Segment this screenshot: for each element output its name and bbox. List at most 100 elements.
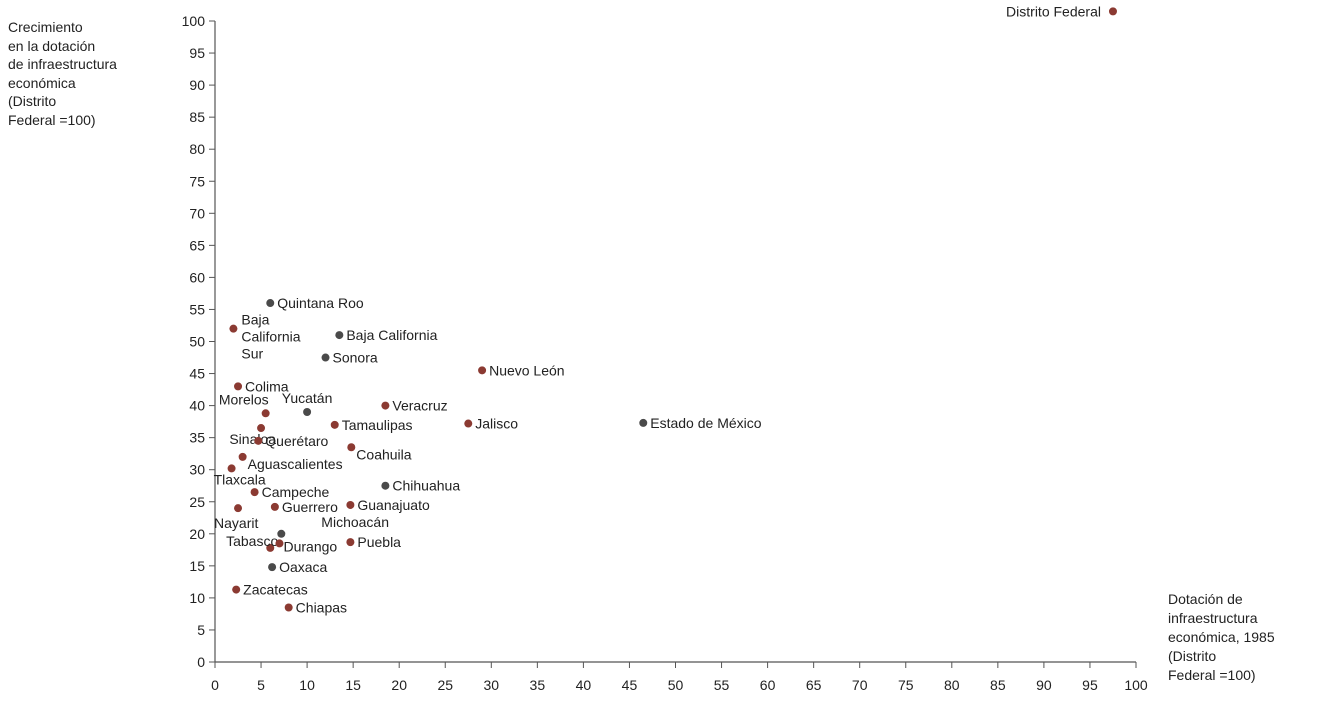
x-tick-label: 5 — [257, 677, 265, 693]
data-point — [270, 502, 279, 511]
data-point-label: Veracruz — [392, 398, 447, 414]
data-point — [335, 331, 344, 340]
data-point-label: Baja — [241, 312, 269, 328]
data-point-group: Chiapas — [284, 600, 347, 616]
data-points: Distrito Federal Quintana Roo BajaCaliforn… — [214, 3, 1117, 616]
y-tick-label: 90 — [189, 77, 205, 93]
data-point — [321, 353, 330, 362]
data-point — [227, 464, 236, 473]
axes: 0510152025303540455055606570758085909510… — [182, 13, 1148, 693]
data-point-group: Campeche — [250, 484, 330, 500]
data-point-group: Coahuila — [347, 443, 412, 462]
data-point-label: Chihuahua — [392, 478, 460, 494]
data-point-group: Sinaloa — [229, 424, 276, 447]
data-point-group: Tabasco — [226, 533, 278, 552]
x-tick-label: 20 — [391, 677, 407, 693]
data-point — [330, 420, 339, 429]
data-point-group: Michoacán — [277, 514, 389, 538]
x-tick-label: 10 — [299, 677, 315, 693]
y-tick-label: 60 — [189, 269, 205, 285]
data-point — [639, 418, 648, 427]
y-tick-label: 15 — [189, 558, 205, 574]
data-point-label: Coahuila — [356, 446, 411, 462]
data-point — [346, 538, 355, 547]
y-tick-label: 5 — [197, 622, 205, 638]
data-point-label: Tamaulipas — [342, 417, 413, 433]
x-axis-label-line: infraestructura — [1168, 610, 1258, 626]
x-axis-label: Dotación de infraestructura económica, 198… — [1168, 590, 1318, 685]
data-point-group: Baja California — [335, 327, 438, 343]
data-point — [254, 436, 263, 445]
data-point-group: Querétaro — [254, 433, 329, 449]
y-tick-label: 35 — [189, 430, 205, 446]
data-point-label: Tabasco — [226, 533, 278, 549]
data-point-group: Estado de México — [639, 415, 762, 431]
y-tick-label: 50 — [189, 334, 205, 350]
data-point-label: Michoacán — [321, 514, 389, 530]
data-point — [347, 443, 356, 452]
data-point — [229, 324, 238, 333]
data-point-group: Distrito Federal — [1006, 3, 1117, 19]
data-point-group: Colima — [234, 378, 289, 394]
data-point — [232, 585, 241, 594]
data-point — [234, 504, 243, 513]
data-point-label: Baja California — [346, 327, 437, 343]
data-point — [381, 481, 390, 490]
data-point-label: Durango — [283, 538, 337, 554]
data-point-group: Morelos — [219, 391, 270, 418]
x-tick-label: 100 — [1124, 677, 1148, 693]
data-point-label: Querétaro — [265, 433, 328, 449]
y-axis-label-line: económica — [8, 74, 76, 91]
x-tick-label: 65 — [806, 677, 822, 693]
data-point-group: Guanajuato — [346, 497, 430, 513]
data-point-label: Guanajuato — [357, 497, 430, 513]
y-axis-label-line: Federal =100) — [8, 111, 96, 128]
data-point-group: Nuevo León — [478, 362, 565, 378]
data-point-label: Nayarit — [214, 515, 258, 531]
data-point-label: Estado de México — [650, 415, 761, 431]
y-axis-label-line: (Distrito — [8, 93, 57, 109]
data-point-group: Aguascalientes — [238, 452, 343, 472]
data-point-label: Sonora — [333, 350, 378, 366]
x-tick-label: 90 — [1036, 677, 1052, 693]
y-tick-label: 30 — [189, 462, 205, 478]
data-point-group: Zacatecas — [232, 582, 308, 598]
y-axis-label: Crecimiento en la dotación de infraestruct… — [8, 18, 168, 129]
data-point-label: Chiapas — [296, 600, 347, 616]
x-tick-label: 75 — [898, 677, 914, 693]
x-axis-label-line: (Distrito — [1168, 648, 1217, 664]
y-tick-label: 25 — [189, 494, 205, 510]
data-point-label: Tlaxcala — [214, 471, 266, 487]
data-point-group: Tamaulipas — [330, 417, 413, 433]
x-axis-label-line: Federal =100) — [1168, 667, 1256, 683]
data-point-group: Chihuahua — [381, 478, 460, 494]
y-tick-label: 40 — [189, 398, 205, 414]
data-point — [261, 409, 270, 418]
data-point-label: Quintana Roo — [277, 295, 364, 311]
data-point-label: Distrito Federal — [1006, 3, 1101, 19]
data-point — [234, 382, 243, 391]
data-point-label: Sur — [241, 346, 263, 362]
data-point-label: Sinaloa — [229, 431, 276, 447]
x-tick-label: 15 — [345, 677, 361, 693]
y-axis-label-line: en la dotación — [8, 37, 96, 54]
data-point-group: Nayarit — [214, 504, 258, 531]
x-tick-label: 80 — [944, 677, 960, 693]
y-tick-label: 70 — [189, 205, 205, 221]
data-point — [250, 488, 259, 497]
x-tick-label: 40 — [576, 677, 592, 693]
y-tick-label: 65 — [189, 237, 205, 253]
data-point — [275, 539, 284, 548]
y-tick-label: 20 — [189, 526, 205, 542]
x-tick-label: 60 — [760, 677, 776, 693]
data-point-group: Oaxaca — [268, 559, 328, 575]
x-axis-label-line: Dotación de — [1168, 591, 1243, 607]
data-point-label: Campeche — [262, 484, 330, 500]
data-point — [1108, 7, 1117, 16]
data-point-label: California — [241, 329, 300, 345]
data-point-label: Zacatecas — [243, 582, 308, 598]
data-point — [268, 563, 277, 572]
data-point — [266, 543, 275, 552]
x-tick-label: 50 — [668, 677, 684, 693]
data-point-group: Guerrero — [270, 499, 338, 515]
